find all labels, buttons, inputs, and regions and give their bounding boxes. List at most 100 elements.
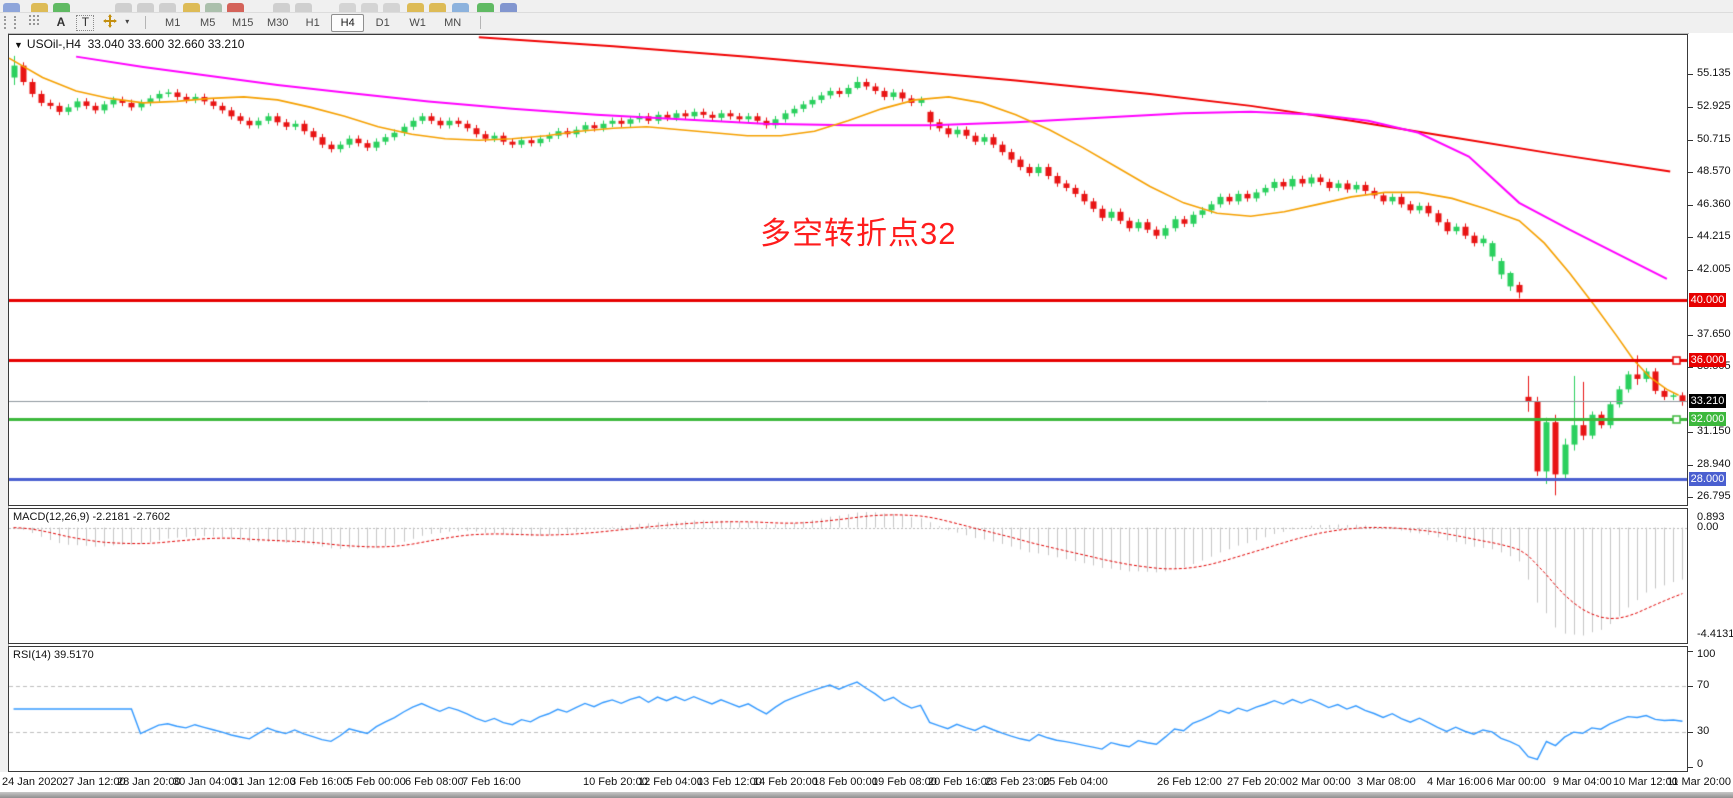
price-level-badge[interactable]: 36.000 <box>1689 353 1726 367</box>
pencil-icon[interactable] <box>407 3 424 12</box>
current-price-badge: 33.210 <box>1689 394 1726 408</box>
time-axis-label: 2 Mar 00:00 <box>1292 776 1351 788</box>
time-axis-label: 27 Feb 20:00 <box>1227 776 1292 788</box>
macd-min-label: -4.4131 <box>1697 628 1733 640</box>
price-tick-label: 37.650 <box>1697 328 1731 340</box>
time-axis-label: 13 Feb 12:00 <box>697 776 762 788</box>
price-tick-label: 42.005 <box>1697 263 1731 275</box>
chevron-down-icon[interactable]: ▾ <box>125 17 130 26</box>
timeframe-button-H1[interactable]: H1 <box>305 17 320 29</box>
chart-window-icon[interactable] <box>3 3 20 12</box>
new-order-icon[interactable] <box>53 3 70 12</box>
hline-icon[interactable] <box>159 3 176 12</box>
price-level-badge[interactable]: 32.000 <box>1689 412 1726 426</box>
price-tick-label: 55.135 <box>1697 67 1731 79</box>
time-axis-label: 24 Jan 2020 <box>2 776 63 788</box>
price-tick-label: 28.940 <box>1697 458 1731 470</box>
price-tick-mark <box>1688 172 1693 173</box>
cursor-icon[interactable] <box>115 3 132 12</box>
rsi-tick-mark <box>1688 732 1693 733</box>
price-level-badge[interactable]: 40.000 <box>1689 293 1726 307</box>
text-tool-icon[interactable]: T <box>76 15 95 31</box>
toolbar-standard <box>0 0 1733 13</box>
indicator-icon[interactable] <box>452 3 469 12</box>
cascade-icon[interactable] <box>295 3 312 12</box>
align-center-icon[interactable] <box>361 3 378 12</box>
fibo-icon[interactable] <box>205 3 222 12</box>
time-axis-label: 19 Feb 08:00 <box>872 776 937 788</box>
brush-icon[interactable] <box>429 3 446 12</box>
price-tick-label: 26.795 <box>1697 490 1731 502</box>
grid-icon[interactable] <box>23 14 45 32</box>
time-axis-label: 6 Mar 00:00 <box>1487 776 1546 788</box>
toolbar-grip[interactable] <box>4 16 16 29</box>
rsi-canvas[interactable] <box>9 647 1687 771</box>
grid-icon-glyph <box>28 15 39 25</box>
align-left-icon[interactable] <box>339 3 356 12</box>
toolbar-separator <box>144 16 146 29</box>
time-axis-label: 30 Jan 04:00 <box>173 776 237 788</box>
timeframe-button-MN[interactable]: MN <box>444 17 462 29</box>
timeframe-button-M5[interactable]: M5 <box>200 17 216 29</box>
price-tick-mark <box>1688 237 1693 238</box>
add-indicator-icon[interactable] <box>477 3 494 12</box>
price-tick-mark <box>1688 270 1693 271</box>
price-tick-mark <box>1688 497 1693 498</box>
timeframe-button-M15[interactable]: M15 <box>231 17 254 29</box>
timeframe-button-D1[interactable]: D1 <box>375 17 390 29</box>
align-right-icon[interactable] <box>383 3 400 12</box>
time-axis-label: 10 Mar 12:00 <box>1613 776 1678 788</box>
rsi-tick-label: 30 <box>1697 725 1710 737</box>
move-tool-icon[interactable] <box>99 14 121 32</box>
price-level-badge[interactable]: 28.000 <box>1689 472 1726 486</box>
chart-symbol-period: USOil-,H4 <box>26 37 81 51</box>
time-axis-label: 5 Feb 00:00 <box>347 776 406 788</box>
chart-annotation-text[interactable]: 多空转折点32 <box>760 216 957 251</box>
rsi-tick-label: 0 <box>1697 758 1704 770</box>
timeframe-button-W1[interactable]: W1 <box>409 17 426 29</box>
time-axis-label: 26 Feb 12:00 <box>1157 776 1222 788</box>
main-chart-canvas[interactable] <box>9 35 1687 505</box>
text-label-tool-icon[interactable]: A <box>56 15 66 29</box>
price-tick-label: 44.215 <box>1697 230 1731 242</box>
timeframe-button-M1[interactable]: M1 <box>165 17 181 29</box>
time-axis-label: 4 Mar 16:00 <box>1427 776 1486 788</box>
price-tick-mark <box>1688 205 1693 206</box>
magnifier-icon[interactable] <box>31 3 48 12</box>
macd-label: MACD(12,26,9) -2.2181 -2.7602 <box>13 511 171 523</box>
macd-zero-label: 0.00 <box>1697 521 1719 533</box>
info-icon[interactable] <box>500 3 517 12</box>
time-axis-label: 3 Mar 08:00 <box>1357 776 1416 788</box>
time-axis-label: 28 Jan 20:00 <box>117 776 181 788</box>
time-axis-label: 6 Feb 08:00 <box>405 776 464 788</box>
price-tick-mark <box>1688 107 1693 108</box>
price-tick-mark <box>1688 432 1693 433</box>
chart-dropdown-triangle-icon[interactable]: ▼ <box>14 40 23 50</box>
time-axis[interactable] <box>0 772 1733 792</box>
time-axis-label: 3 Feb 16:00 <box>290 776 349 788</box>
tile-windows-icon[interactable] <box>273 3 290 12</box>
main-chart-panel <box>8 34 1688 506</box>
time-axis-label: 23 Feb 23:00 <box>985 776 1050 788</box>
price-tick-label: 46.360 <box>1697 198 1731 210</box>
price-tick-mark <box>1688 465 1693 466</box>
time-axis-label: 9 Mar 04:00 <box>1553 776 1612 788</box>
toolbar-line-studies: A T ▾ M1 M5 M15 M30 H1 H4 D1 W1 MN <box>0 13 1733 34</box>
time-axis-label: 14 Feb 20:00 <box>753 776 818 788</box>
window-bottom-edge <box>0 792 1733 798</box>
crosshair-icon[interactable] <box>137 3 154 12</box>
time-axis-label: 7 Feb 16:00 <box>462 776 521 788</box>
time-axis-label: 20 Feb 16:00 <box>928 776 993 788</box>
macd-panel <box>8 508 1688 644</box>
price-tick-mark <box>1688 367 1693 368</box>
price-tick-mark <box>1688 140 1693 141</box>
macd-canvas[interactable] <box>9 509 1687 643</box>
trendline-icon[interactable] <box>183 3 200 12</box>
chart-title: ▼ USOil-,H4 33.040 33.600 32.660 33.210 <box>14 37 244 51</box>
price-tick-label: 50.715 <box>1697 133 1731 145</box>
rsi-panel <box>8 646 1688 772</box>
timeframe-button-H4[interactable]: H4 <box>331 14 365 32</box>
timeframe-button-M30[interactable]: M30 <box>266 17 289 29</box>
stop-icon[interactable] <box>227 3 244 12</box>
